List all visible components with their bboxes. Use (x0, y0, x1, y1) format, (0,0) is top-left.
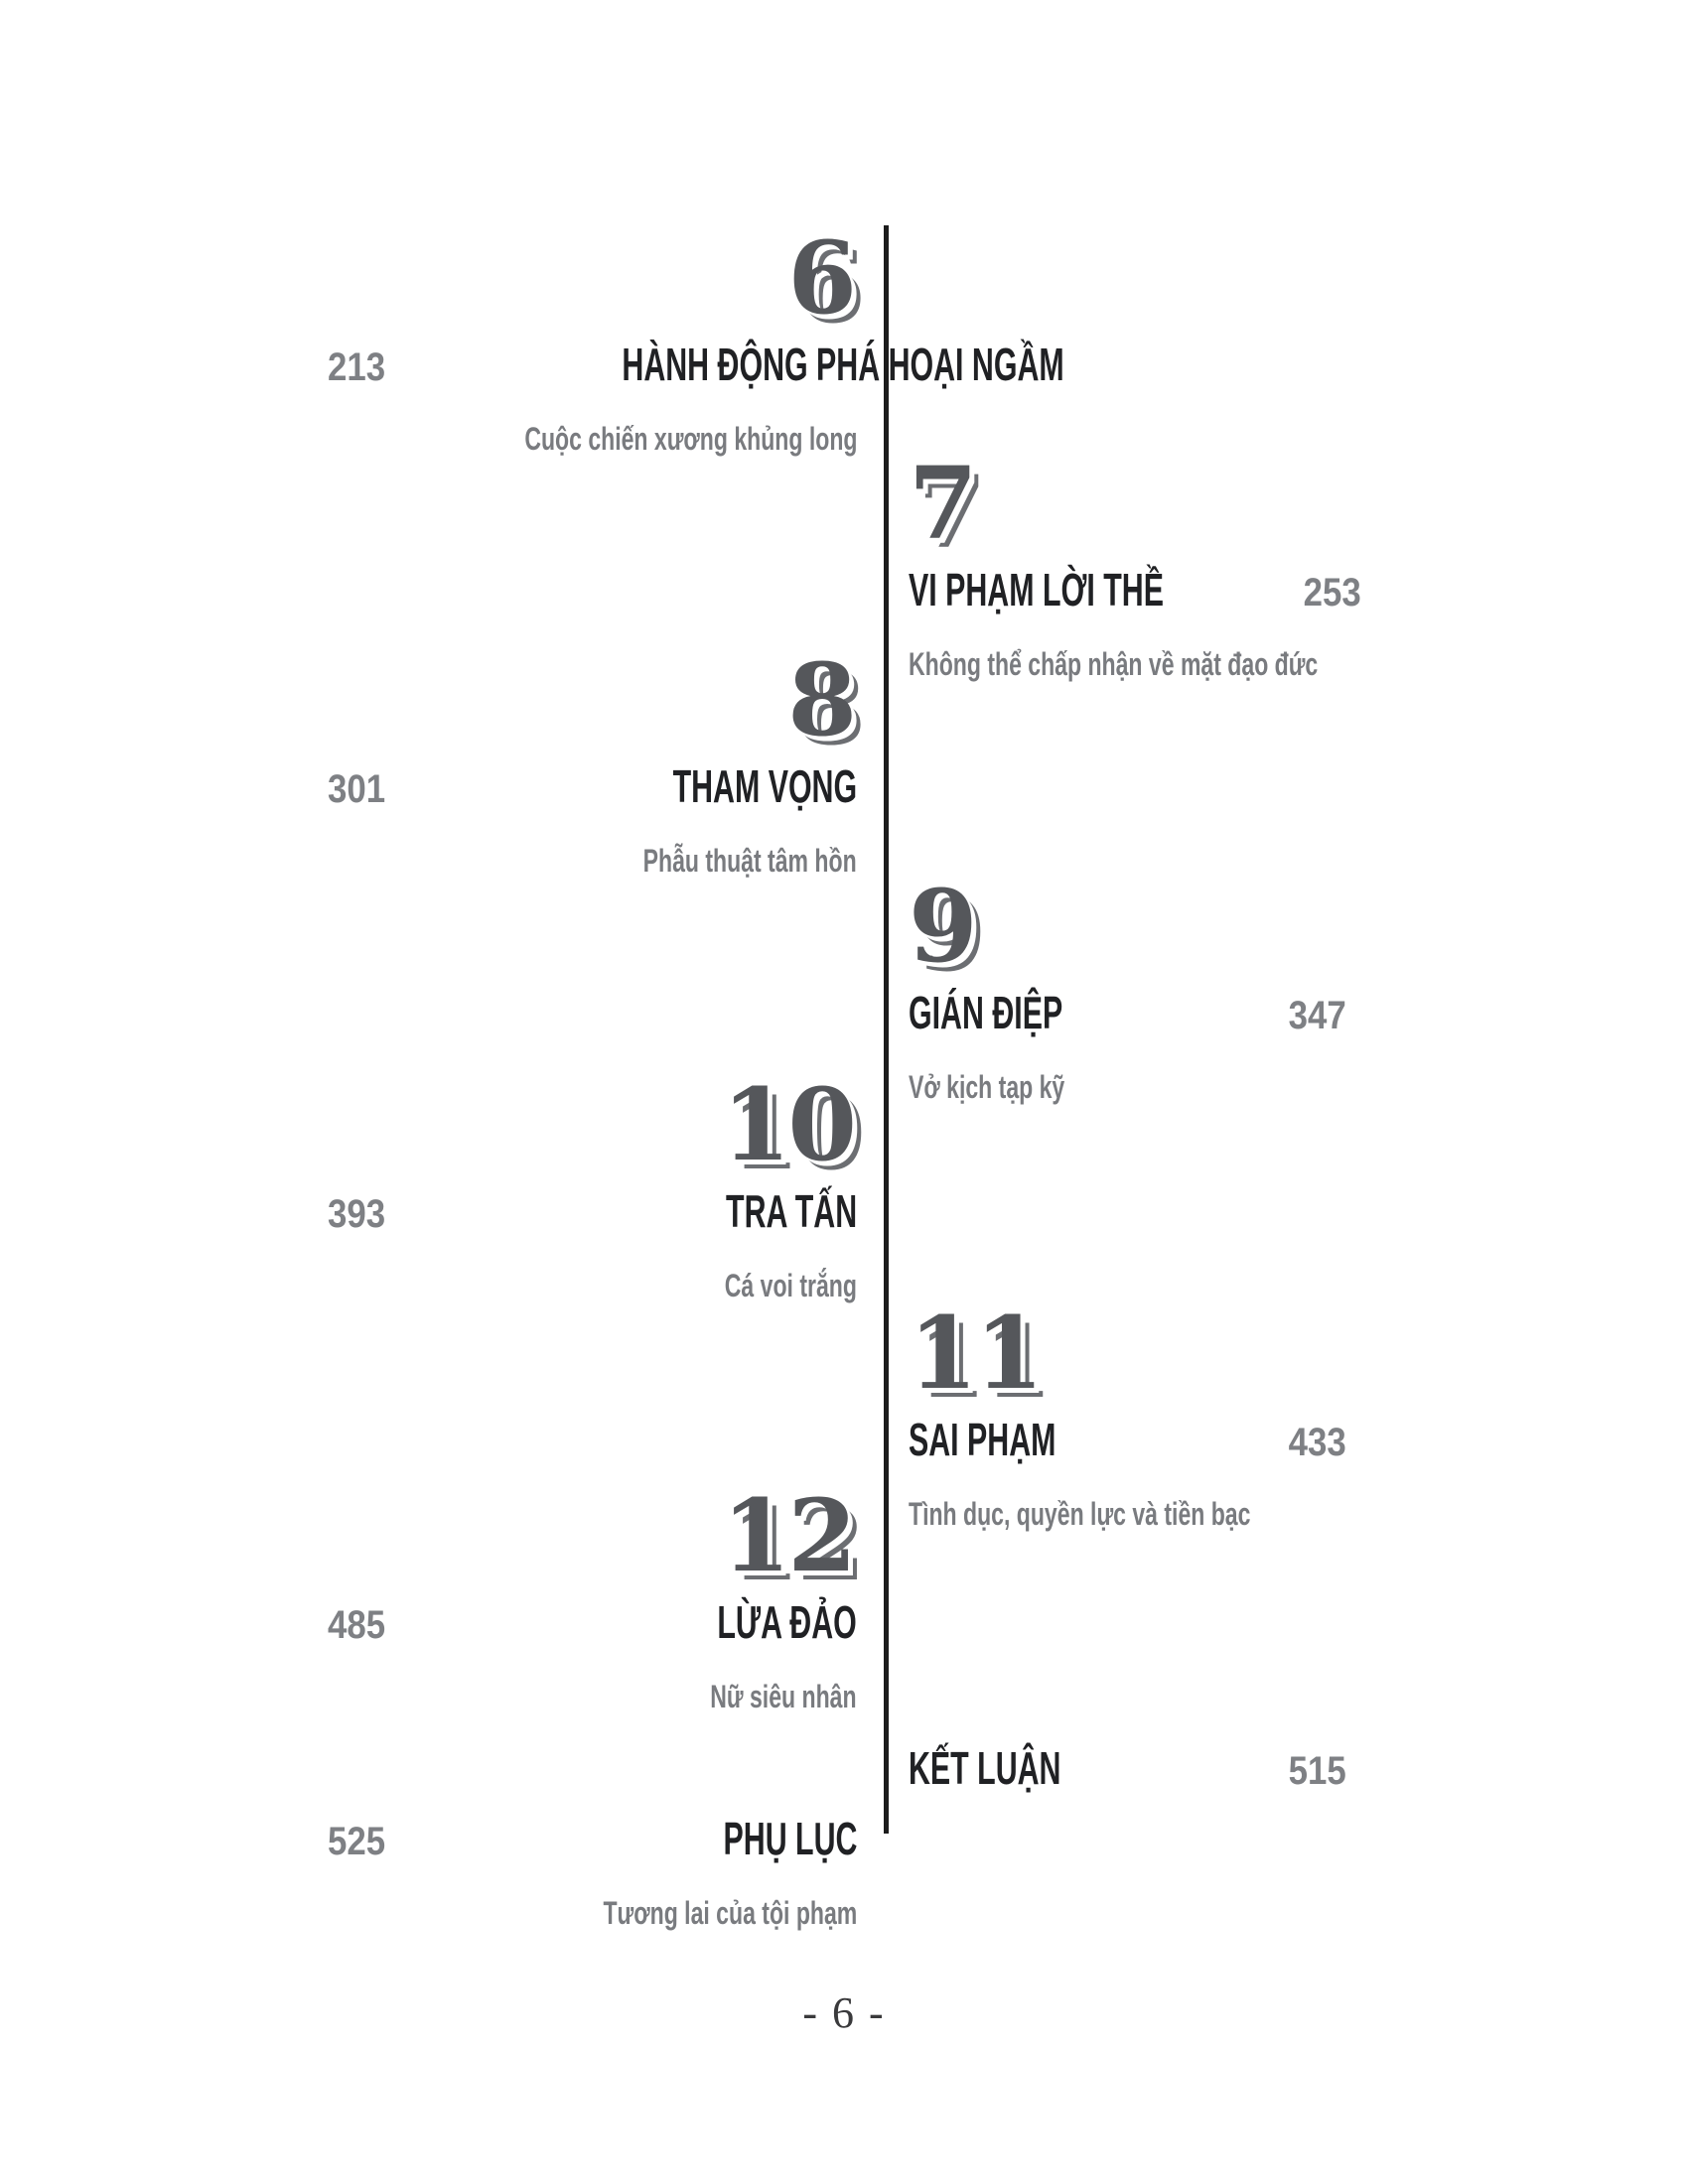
toc-entry-title-row: 301 THAM VỌNG (328, 757, 857, 817)
chapter-subtitle: Cá voi trắng (724, 1268, 857, 1303)
toc-entry-title-row: VI PHẠM LỜI THỀ 253 (909, 561, 1361, 620)
chapter-page-number: 433 (1288, 1421, 1346, 1464)
toc-entry-subtitle-row: Cuộc chiến xương khủng long (328, 419, 857, 461)
chapter-number: 12 (721, 1477, 857, 1594)
chapter-page-number: 525 (328, 1820, 386, 1863)
chapter-title: TRA TẤN (725, 1185, 857, 1237)
chapter-title: GIÁN ĐIỆP (909, 987, 1063, 1038)
chapter-number: 9 (909, 868, 978, 985)
toc-entry-title-row: 525 PHỤ LỤC (328, 1810, 857, 1869)
chapter-subtitle: Vở kịch tạp kỹ (909, 1069, 1065, 1105)
chapter-page-number: 301 (328, 767, 386, 811)
chapter-title: PHỤ LỤC (723, 1813, 857, 1864)
toc-entry-subtitle-row: Tình dục, quyền lực và tiền bạc (909, 1494, 1346, 1536)
chapter-title: HÀNH ĐỘNG PHÁ HOẠI NGẦM (622, 339, 1064, 390)
chapter-subtitle: Nữ siêu nhân (710, 1679, 857, 1714)
toc-entry-chapter-8: 8 301 THAM VỌNG Phẫu thuật tâm hồn (328, 650, 857, 883)
toc-entry-chapter-10: 10 393 TRA TẤN Cá voi trắng (328, 1075, 857, 1307)
toc-entry-chapter-12: 12 485 LỪA ĐẢO Nữ siêu nhân (328, 1486, 857, 1718)
chapter-title: KẾT LUẬN (909, 1742, 1061, 1794)
toc-entry-subtitle-row: Cá voi trắng (328, 1266, 857, 1307)
chapter-page-number: 347 (1288, 994, 1346, 1037)
toc-entry-subtitle-row: Không thể chấp nhận về mặt đạo đức (909, 644, 1346, 686)
chapter-title: VI PHẠM LỜI THỀ (909, 564, 1164, 615)
toc-entry-chapter-6: 6 213 HÀNH ĐỘNG PHÁ HOẠI NGẦM Cuộc chiến… (328, 219, 1063, 461)
toc-entry-conclusion: KẾT LUẬN 515 (909, 1739, 1346, 1799)
chapter-page-number: 213 (328, 345, 386, 389)
column-divider-rule (884, 225, 889, 1834)
toc-entry-title-row: KẾT LUẬN 515 (909, 1739, 1346, 1799)
toc-entry-subtitle-row: Phẫu thuật tâm hồn (328, 841, 857, 883)
toc-entry-chapter-11: 11 SAI PHẠM 433 Tình dục, quyền lực và t… (909, 1303, 1346, 1536)
toc-entry-title-row: SAI PHẠM 433 (909, 1411, 1346, 1470)
toc-entry-subtitle-row: Nữ siêu nhân (328, 1677, 857, 1718)
folio-page-number: - 6 - (802, 1988, 886, 2037)
chapter-number: 7 (909, 445, 978, 562)
toc-entry-appendix: 525 PHỤ LỤC Tương lai của tội phạm (328, 1810, 857, 1935)
chapter-page-number: 253 (1304, 571, 1362, 614)
toc-entry-title-row: 213 HÀNH ĐỘNG PHÁ HOẠI NGẦM (328, 336, 1063, 395)
chapter-subtitle: Tương lai của tội phạm (603, 1895, 857, 1931)
chapter-subtitle: Cuộc chiến xương khủng long (523, 421, 857, 457)
toc-entry-title-row: 393 TRA TẤN (328, 1182, 857, 1242)
chapter-subtitle: Tình dục, quyền lực và tiền bạc (909, 1496, 1251, 1532)
chapter-subtitle: Phẫu thuật tâm hồn (642, 843, 857, 879)
chapter-number: 8 (787, 641, 857, 758)
chapter-title: LỪA ĐẢO (717, 1596, 857, 1648)
chapter-number: 11 (909, 1295, 1044, 1412)
chapter-title: SAI PHẠM (909, 1414, 1056, 1465)
toc-entry-title-row: GIÁN ĐIỆP 347 (909, 984, 1346, 1043)
chapter-title: THAM VỌNG (672, 760, 857, 812)
toc-entry-title-row: 485 LỪA ĐẢO (328, 1593, 857, 1653)
toc-entry-subtitle-row: Vở kịch tạp kỹ (909, 1067, 1346, 1109)
chapter-page-number: 485 (328, 1603, 386, 1647)
chapter-number: 10 (721, 1066, 857, 1183)
chapter-page-number: 515 (1288, 1749, 1346, 1793)
toc-entry-subtitle-row: Tương lai của tội phạm (328, 1893, 857, 1935)
toc-entry-chapter-7: 7 VI PHẠM LỜI THỀ 253 Không thể chấp nhậ… (909, 445, 1361, 686)
chapter-page-number: 393 (328, 1192, 386, 1236)
chapter-number: 6 (787, 219, 857, 337)
toc-entry-chapter-9: 9 GIÁN ĐIỆP 347 Vở kịch tạp kỹ (909, 877, 1346, 1109)
chapter-subtitle: Không thể chấp nhận về mặt đạo đức (909, 646, 1319, 682)
